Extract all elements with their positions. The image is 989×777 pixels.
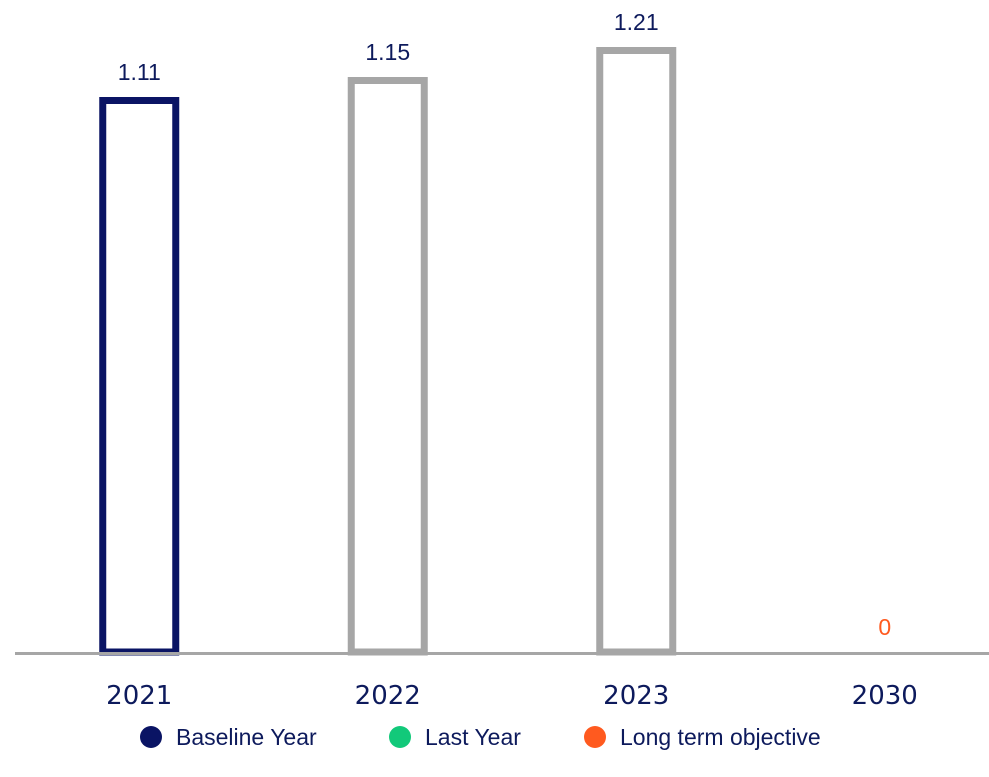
legend-swatch-baseline-year [140, 726, 162, 748]
legend-swatch-last-year [389, 726, 411, 748]
chart-legend: Baseline Year Last Year Long term object… [0, 717, 989, 757]
bar-2023 [596, 47, 677, 656]
data-label-2022: 1.15 [365, 39, 410, 65]
bar-2022 [347, 77, 428, 656]
legend-label-long-term-objective: Long term objective [620, 723, 821, 750]
legend-item-baseline-year: Baseline Year [140, 717, 317, 757]
x-tick-label-2030: 2030 [852, 681, 918, 711]
legend-item-last-year: Last Year [389, 717, 521, 757]
bar-2021 [99, 97, 180, 656]
legend-swatch-long-term-objective [584, 726, 606, 748]
data-label-2023: 1.21 [614, 9, 659, 35]
legend-item-long-term-objective: Long term objective [584, 717, 821, 757]
x-tick-label-2022: 2022 [355, 681, 421, 711]
legend-label-baseline-year: Baseline Year [176, 723, 317, 750]
data-label-2030: 0 [878, 614, 891, 640]
data-label-2021: 1.11 [118, 59, 161, 85]
x-tick-label-2023: 2023 [603, 681, 669, 711]
x-tick-label-2021: 2021 [106, 681, 172, 711]
legend-label-last-year: Last Year [425, 723, 521, 750]
